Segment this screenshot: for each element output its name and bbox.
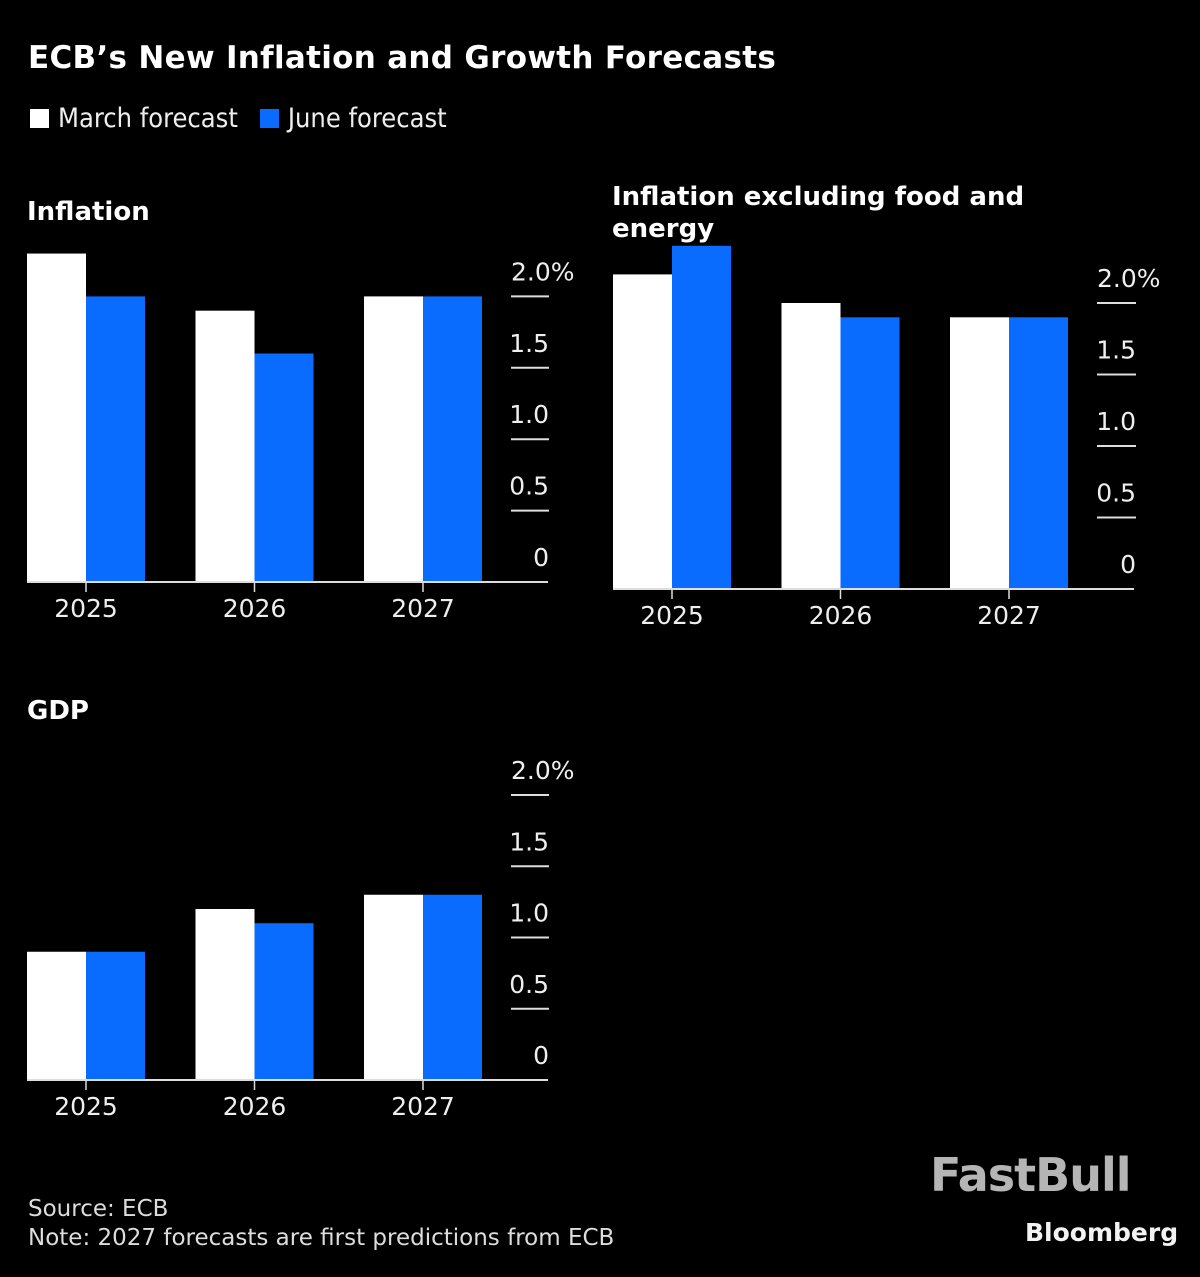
y-tick-label-0.5: 0.5	[1096, 479, 1136, 508]
bar-march-2025	[27, 253, 86, 582]
bar-march-2026	[195, 909, 255, 1080]
y-tick-label-2.0%: 2.0%	[511, 257, 575, 286]
x-tick-label-2026: 2026	[809, 601, 873, 630]
y-tick-label-1.0: 1.0	[1096, 407, 1136, 436]
bar-june-2026	[840, 317, 900, 589]
x-tick-label-2025: 2025	[640, 601, 704, 630]
legend-swatch-june	[259, 109, 279, 128]
x-tick-label-2027: 2027	[391, 1092, 455, 1121]
bar-june-2025	[86, 951, 145, 1080]
y-tick-label-1.5: 1.5	[509, 329, 549, 358]
legend-label-june: June forecast	[287, 103, 447, 134]
legend-swatch-march	[30, 109, 49, 128]
bar-march-2026	[195, 310, 255, 582]
y-tick-label-0: 0	[533, 543, 549, 572]
bar-june-2027	[423, 894, 482, 1080]
legend: March forecast June forecast	[30, 103, 469, 134]
y-tick-label-2.0%: 2.0%	[511, 756, 575, 785]
x-tick-label-2027: 2027	[977, 601, 1041, 630]
bloomberg-logo: Bloomberg	[1025, 1218, 1179, 1247]
bar-march-2026	[781, 303, 841, 589]
legend-item-march: March forecast	[30, 103, 238, 134]
legend-item-june: June forecast	[259, 103, 447, 134]
bar-june-2025	[672, 245, 731, 590]
bar-june-2026	[254, 923, 314, 1080]
bar-march-2027	[364, 894, 423, 1080]
legend-label-march: March forecast	[58, 103, 238, 134]
bar-march-2025	[27, 951, 86, 1080]
bar-june-2025	[86, 296, 145, 582]
y-tick-label-0: 0	[1120, 550, 1136, 579]
y-tick-label-1.5: 1.5	[509, 827, 549, 856]
y-tick-label-2.0%: 2.0%	[1097, 264, 1161, 293]
y-tick-label-0.5: 0.5	[509, 970, 549, 999]
source-note: Source: ECB	[28, 1196, 169, 1222]
x-tick-label-2025: 2025	[54, 1092, 118, 1121]
x-tick-label-2026: 2026	[223, 594, 287, 623]
bar-june-2027	[1009, 317, 1068, 589]
bar-march-2027	[364, 296, 423, 582]
y-tick-label-0: 0	[533, 1041, 549, 1070]
bar-june-2026	[254, 353, 314, 582]
panel-title-inflation: Inflation	[27, 197, 150, 227]
y-tick-label-0.5: 0.5	[509, 472, 549, 501]
x-tick-label-2027: 2027	[391, 594, 455, 623]
panel-title-gdp: GDP	[27, 696, 89, 726]
y-tick-label-1.0: 1.0	[509, 899, 549, 928]
x-tick-label-2026: 2026	[223, 1092, 287, 1121]
footnote: Note: 2027 forecasts are first predictio…	[28, 1225, 615, 1251]
bar-march-2027	[950, 317, 1009, 589]
y-tick-label-1.0: 1.0	[509, 400, 549, 429]
fastbull-watermark: FastBull	[930, 1148, 1131, 1202]
bar-march-2025	[613, 274, 672, 589]
x-tick-label-2025: 2025	[54, 594, 118, 623]
panel-title-core-inflation: Inflation excluding food and energy	[612, 182, 1025, 244]
y-tick-label-1.5: 1.5	[1096, 336, 1136, 365]
chart-title: ECB’s New Inflation and Growth Forecasts	[28, 40, 777, 76]
bar-june-2027	[423, 296, 482, 582]
